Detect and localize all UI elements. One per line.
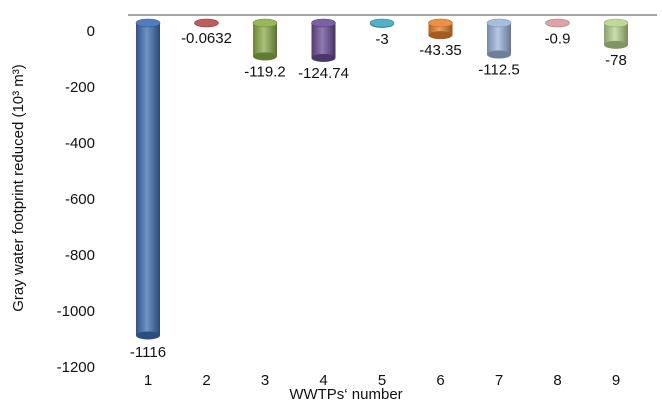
- x-tick-label: 3: [261, 372, 269, 389]
- data-label: -43.35: [419, 42, 462, 59]
- x-tick-label: 2: [202, 372, 210, 389]
- x-tick-label: 6: [436, 372, 444, 389]
- bar-3: [252, 18, 278, 61]
- data-label: -124.74: [298, 65, 349, 82]
- x-tick-label: 1: [144, 372, 152, 389]
- bar-6: [428, 18, 453, 40]
- x-tick-label: 7: [495, 372, 503, 389]
- bar-9: [603, 18, 629, 49]
- y-tick-label: -600: [65, 191, 95, 208]
- y-tick-label: -400: [65, 135, 95, 152]
- data-label: -3: [375, 31, 388, 48]
- data-label: -119.2: [244, 63, 285, 80]
- y-tick-label: -1200: [57, 359, 95, 376]
- x-axis-title: WWTPs‘ number: [289, 386, 402, 403]
- y-tick-label: -800: [65, 247, 95, 264]
- data-label: -112.5: [478, 62, 519, 79]
- y-axis-title: Gray water footprint reduced (10³ m³): [10, 64, 27, 312]
- data-label: -78: [605, 52, 627, 69]
- x-tick-label: 9: [612, 372, 620, 389]
- bar-8: [545, 18, 570, 28]
- y-tick-label: -1000: [57, 303, 95, 320]
- bar-7: [486, 18, 512, 59]
- bar-5: [369, 18, 395, 28]
- data-label: -0.0632: [181, 30, 232, 47]
- bar-2: [194, 18, 219, 28]
- bar-1: [135, 18, 161, 340]
- bar-4: [311, 18, 336, 62]
- x-tick-label: 4: [319, 372, 327, 389]
- x-tick-label: 8: [553, 372, 561, 389]
- y-tick-label: 0: [87, 23, 95, 40]
- y-tick-label: -200: [65, 79, 95, 96]
- data-label: -0.9: [545, 30, 571, 47]
- x-tick-label: 5: [378, 372, 386, 389]
- data-label: -1116: [130, 344, 166, 361]
